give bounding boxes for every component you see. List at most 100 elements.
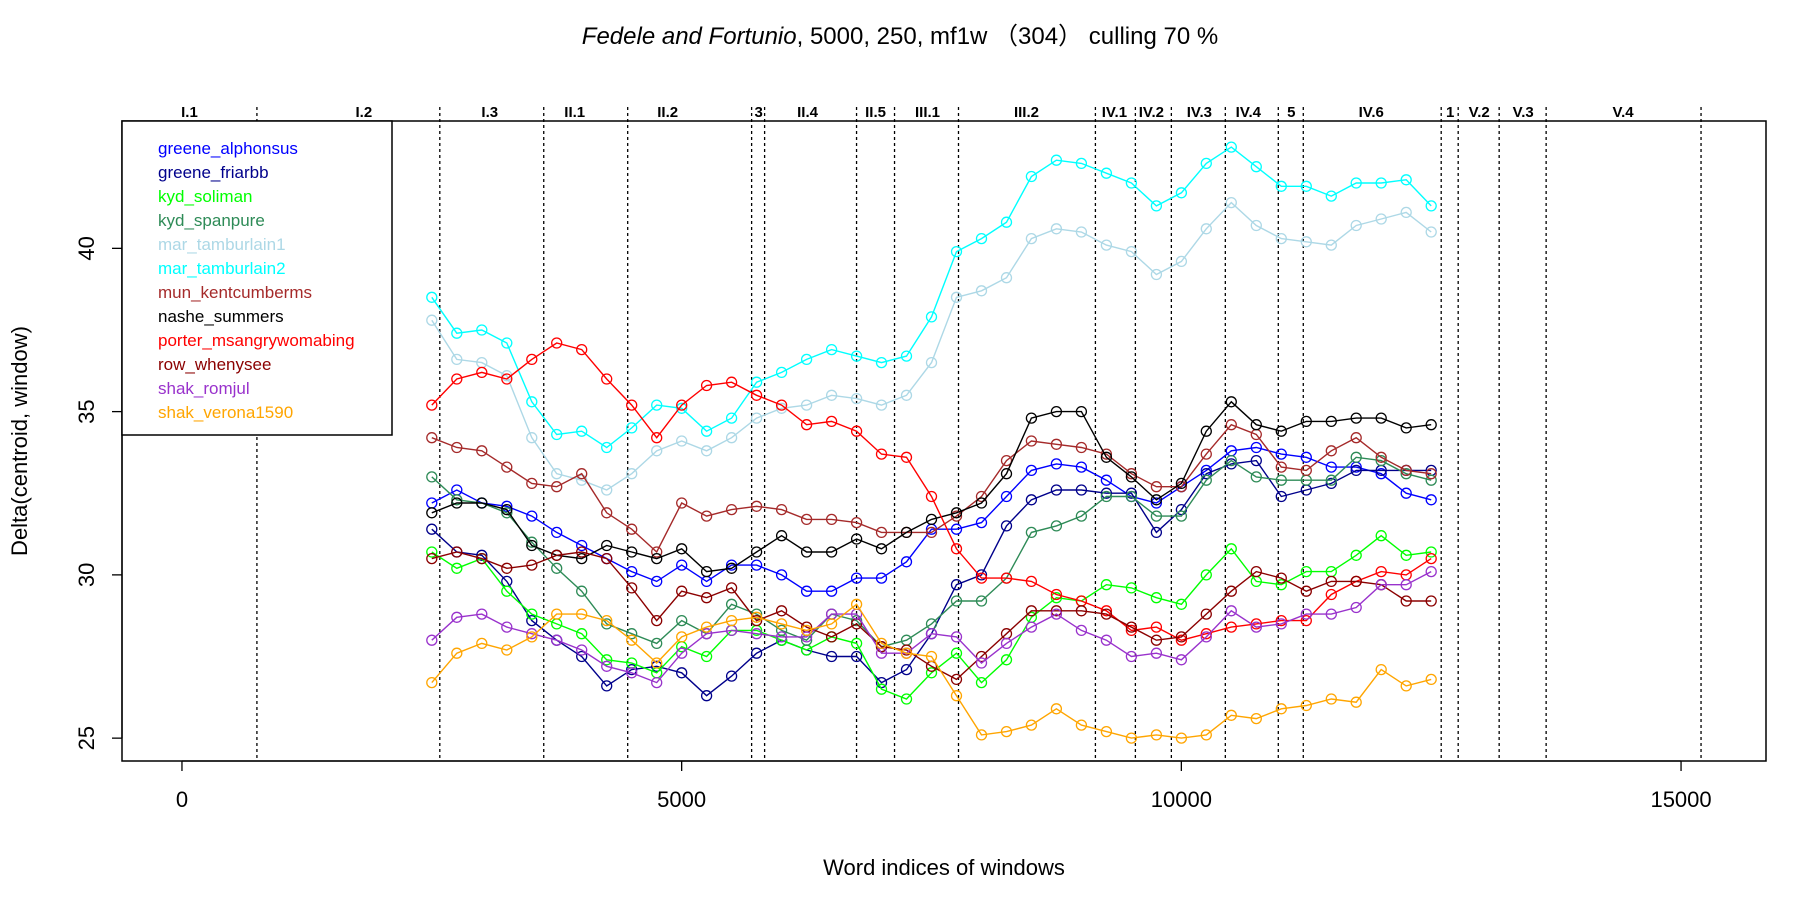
data-point [950,631,963,643]
data-point [651,676,663,689]
data-point [1200,448,1212,460]
chart-title-rest: , 5000, 250, mf1w （304） culling 70 % [797,23,1219,50]
data-point [451,441,463,454]
data-point [1425,552,1437,565]
data-point [900,556,913,568]
data-point [426,634,438,646]
data-point [975,497,988,509]
data-point [1075,405,1088,418]
data-point [725,562,738,574]
series-porter_msangrywomabing [426,337,1437,646]
data-point [1250,454,1262,467]
data-point [975,595,988,607]
data-point [1375,530,1387,542]
data-point [850,350,863,362]
data-point [700,621,713,633]
data-point [1350,432,1362,444]
data-point [651,432,663,444]
data-point [950,245,963,258]
section-label: IV.6 [1359,104,1384,121]
data-point [1100,579,1113,591]
data-point [775,605,788,617]
legend-box [121,120,393,436]
data-point [750,628,763,640]
data-point [1175,187,1188,199]
data-point [850,392,863,405]
data-point [700,425,713,437]
data-point [1150,729,1163,741]
data-point [1275,572,1287,584]
data-point [825,513,838,526]
data-point [775,366,788,379]
data-point [1050,223,1063,235]
data-point [775,618,788,630]
data-point [576,343,588,356]
data-point [626,468,638,480]
data-point [651,546,663,558]
data-point [850,614,863,627]
data-point [850,650,863,663]
data-point [950,543,963,555]
data-point [476,549,488,561]
data-point [451,373,463,385]
data-point [626,628,638,640]
data-point [1375,451,1387,463]
data-point [476,497,488,509]
data-point [1150,510,1163,522]
data-point [426,314,438,326]
data-point [1325,445,1337,457]
section-boundaries [256,107,1702,761]
section-label: II.5 [865,104,886,121]
data-point [1275,614,1287,627]
legend-entry-shak_romjul: shak_romjul [158,379,250,398]
data-point [1175,477,1188,490]
section-label: III.1 [915,104,940,121]
data-point [975,657,988,669]
data-point [1100,605,1113,617]
data-point [1425,200,1437,212]
data-point [1150,268,1163,281]
data-point [576,546,588,558]
x-tick-label: 5000 [657,787,706,812]
data-point [1000,572,1013,584]
data-point [576,552,588,565]
data-point [925,311,938,323]
y-tick-label: 30 [74,563,99,587]
data-point [1425,494,1437,506]
data-point [750,614,763,627]
data-point [601,680,613,692]
data-point [501,621,513,633]
data-point [800,353,813,366]
data-point [651,637,663,650]
data-point [476,552,488,565]
data-point [501,585,513,597]
legend-entry-kyd_spanpure: kyd_spanpure [158,211,265,230]
data-point [676,402,688,414]
data-point [626,582,638,594]
data-point [551,428,563,441]
data-point [1025,232,1038,245]
data-point [476,608,488,620]
y-tick-label: 35 [74,399,99,423]
data-point [576,468,588,480]
data-point [1250,621,1262,633]
data-point [1025,621,1038,633]
series-line [431,570,1432,684]
data-point [1225,709,1237,721]
data-point [1200,474,1212,486]
data-point [750,389,763,401]
data-point [626,634,638,646]
x-axis: 0 5000 10000 15000 [176,760,1712,812]
data-point [676,543,688,555]
data-point [1300,180,1312,192]
data-point [950,579,963,591]
data-point [725,582,738,594]
series-shak_verona1590 [426,598,1437,744]
data-point [900,350,913,362]
data-point [825,650,838,663]
data-point [1250,712,1262,725]
data-point [1375,213,1387,225]
data-point [676,497,688,509]
data-point [1050,484,1063,496]
